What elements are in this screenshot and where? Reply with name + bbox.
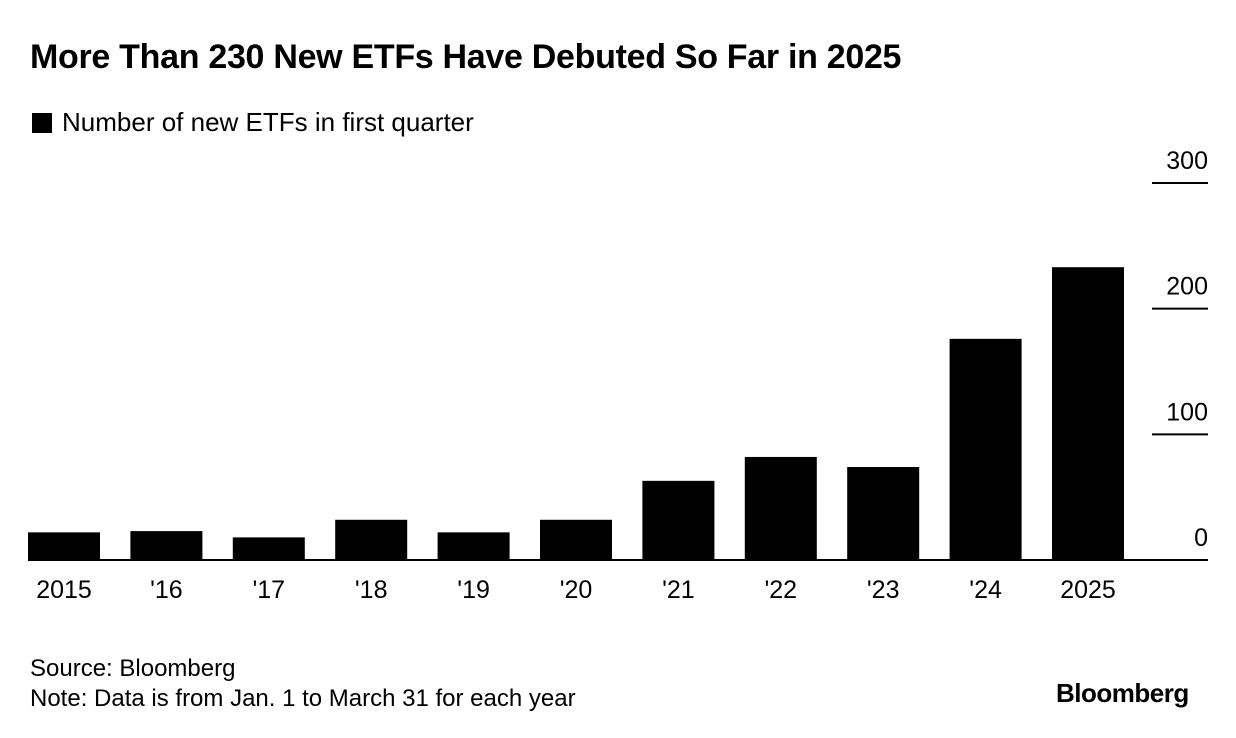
note-text: Note: Data is from Jan. 1 to March 31 fo… bbox=[30, 685, 576, 712]
x-tick-label: '16 bbox=[150, 576, 183, 604]
x-tick-label: '23 bbox=[867, 576, 900, 604]
x-tick-label: '20 bbox=[560, 576, 593, 604]
legend-swatch bbox=[32, 112, 52, 133]
x-tick-label: 2015 bbox=[36, 576, 92, 604]
y-tick-label: 0 bbox=[1194, 524, 1208, 552]
bar bbox=[642, 480, 715, 560]
bar bbox=[232, 537, 305, 560]
footer-notes: Source: Bloomberg Note: Data is from Jan… bbox=[30, 654, 576, 714]
bar bbox=[949, 338, 1022, 560]
bar bbox=[130, 531, 203, 560]
y-tick-label: 100 bbox=[1166, 398, 1208, 426]
bar bbox=[335, 519, 408, 560]
x-tick-label: '19 bbox=[457, 576, 490, 604]
source-text: Source: Bloomberg bbox=[30, 655, 236, 682]
chart-title: More Than 230 New ETFs Have Debuted So F… bbox=[30, 38, 902, 76]
y-tick-label: 200 bbox=[1166, 273, 1208, 301]
y-tick-label: 300 bbox=[1166, 147, 1208, 175]
bar bbox=[28, 532, 100, 560]
x-tick-label: '24 bbox=[969, 576, 1002, 604]
x-tick-label: '21 bbox=[662, 576, 695, 604]
x-tick-label: '17 bbox=[253, 576, 286, 604]
bloomberg-logo: Bloomberg bbox=[1056, 678, 1189, 708]
bar bbox=[437, 532, 510, 560]
bar bbox=[847, 467, 920, 560]
bar bbox=[744, 456, 817, 560]
x-tick-label: 2025 bbox=[1060, 576, 1116, 604]
bar bbox=[1052, 267, 1124, 560]
bar bbox=[540, 519, 612, 560]
x-tick-label: '18 bbox=[355, 576, 388, 604]
legend: Number of new ETFs in first quarter bbox=[32, 107, 474, 138]
legend-label: Number of new ETFs in first quarter bbox=[62, 107, 474, 137]
x-tick-label: '22 bbox=[765, 576, 798, 604]
